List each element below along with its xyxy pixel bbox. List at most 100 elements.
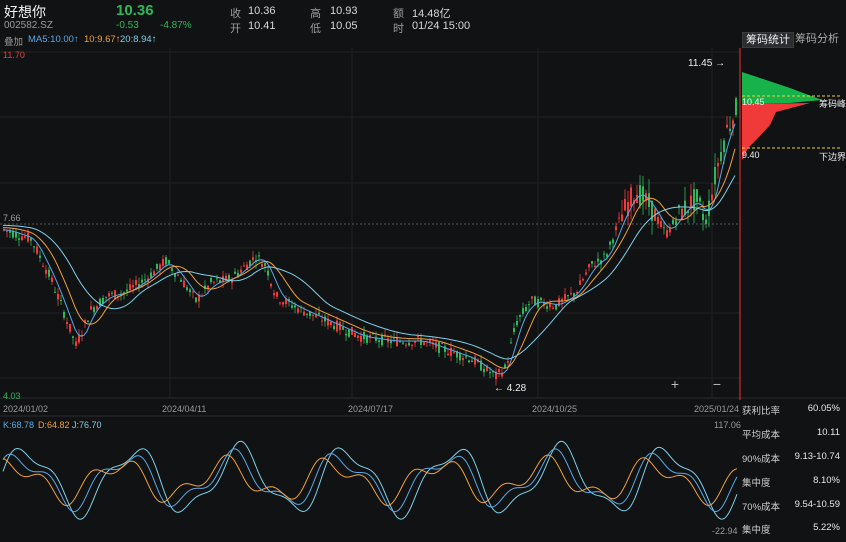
candle-body [249,260,251,267]
candle-body [597,258,599,262]
candle-body [294,305,296,308]
tab-chip-stats[interactable]: 筹码统计 [742,32,794,48]
candle-body [495,371,497,380]
candle-body [438,342,440,353]
candle-body [48,269,50,277]
candle-body [180,279,182,282]
candle-body [225,275,227,281]
zoom-in-button[interactable]: + [670,376,680,392]
stock-change-pct: -4.87% [160,20,192,31]
arrow-left-icon: ← [494,383,504,394]
candle-body [99,298,101,306]
candle-body [528,304,530,306]
candle-body [609,241,611,245]
candle-body [168,260,170,264]
candle-body [159,264,161,270]
kdj-axis-top: 117.06 [714,420,741,430]
candle-body [183,280,185,288]
date-label-2: 2024/04/11 [162,404,207,414]
candle-body [651,200,653,221]
candle-body [420,339,422,345]
stock-code: 002582.SZ [4,20,53,31]
candle-body [540,297,542,300]
candle-body [87,320,89,323]
candle-body [531,296,533,299]
candle-body [522,308,524,314]
candle-body [672,219,674,225]
zoom-out-button[interactable]: − [712,376,722,392]
candle-body [576,291,578,294]
candle-body [726,124,728,128]
stat-value-90-cost: 9.13-10.74 [794,451,840,462]
candle-body [213,281,215,283]
candle-body [498,369,500,372]
stat-label-profit-ratio: 获利比率 [742,406,781,417]
candle-body [312,314,314,316]
candle-body [156,263,158,269]
candle-body [21,236,23,240]
candle-body [486,365,488,371]
candle-body [111,292,113,294]
candle-body [690,195,692,209]
arrow-right-icon: → [715,58,726,69]
candle-body [573,293,575,297]
candle-body [582,279,584,281]
chip-lower-label: 下边界 [819,152,846,162]
date-label-3: 2024/07/17 [348,404,394,414]
candle-body [357,335,359,338]
low-value: 10.05 [330,20,358,32]
candle-body [342,327,344,330]
candle-body [273,293,275,296]
candle-body [66,321,68,324]
candle-body [621,214,623,222]
amount-value: 14.48亿 [412,8,451,20]
open-label: 开 [230,23,241,35]
candle-body [351,326,353,335]
candle-body [480,360,482,371]
candle-body [135,279,137,285]
candle-body [474,356,476,365]
stat-label-concentration-70: 集中度 [742,525,771,536]
candle-body [6,230,8,232]
ma10-value: 10:9.67↑ [84,34,121,45]
candle-body [468,360,470,363]
candle-body [525,307,527,312]
candle-body [162,259,164,266]
candle-body [546,306,548,309]
candle-body [399,341,401,343]
candle-body [714,166,716,185]
candle-body [144,279,146,281]
candle-body [735,98,737,116]
time-label: 时 [393,23,404,35]
candle-body [210,278,212,282]
open-value: 10.41 [248,20,276,32]
stat-value-avg-cost: 10.11 [816,427,840,438]
date-label-1: 2024/01/02 [3,404,49,414]
candle-body [153,271,155,275]
candle-body [12,231,14,238]
candle-body [552,307,554,309]
candle-body [42,265,44,267]
candle-body [729,128,731,131]
tab-chip-analysis[interactable]: 筹码分析 [795,33,839,45]
candle-body [642,186,644,202]
candle-body [639,185,641,206]
candle-body [570,292,572,294]
candle-body [291,305,293,308]
stat-label-concentration-90: 集中度 [742,478,771,489]
candle-body [207,285,209,290]
price-axis-mid: 7.66 [3,213,21,223]
candle-body [588,264,590,268]
candle-body [72,336,74,338]
candle-body [606,254,608,257]
candle-body [345,333,347,336]
candle-body [258,255,260,257]
ma20-line [3,175,736,360]
candle-body [489,372,491,374]
candle-body [246,264,248,271]
candle-body [39,255,41,258]
close-label: 收 [230,8,241,20]
overlay-toggle[interactable]: 叠加 [4,37,24,48]
high-mark-label: 11.45 → [688,58,725,69]
